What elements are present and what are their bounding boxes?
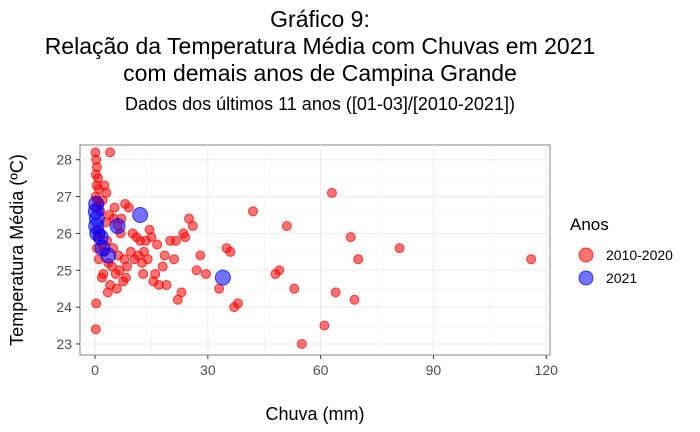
- legend-swatch: [578, 270, 594, 286]
- data-point-series-1: [187, 221, 198, 232]
- data-point-series-1: [122, 261, 132, 272]
- data-point-series-2: [109, 218, 126, 235]
- data-point-series-1: [161, 280, 172, 290]
- legend: Anos 2010-2020 2021: [570, 215, 673, 286]
- x-tick-label: 90: [426, 362, 442, 378]
- chart-title-line-2: Relação da Temperatura Média com Chuvas …: [44, 33, 596, 59]
- legend-label: 2021: [606, 270, 637, 286]
- data-point-series-1: [225, 246, 236, 257]
- data-point-series-1: [274, 265, 285, 276]
- y-tick-label: 25: [56, 262, 72, 278]
- chart-title-line-3: com demais anos de Campina Grande: [123, 60, 517, 86]
- data-point-series-1: [91, 298, 102, 309]
- data-point-series-1: [144, 224, 155, 235]
- data-point-series-1: [232, 298, 243, 309]
- y-tick-label: 24: [56, 299, 72, 315]
- data-point-series-1: [90, 324, 101, 335]
- y-tick-label: 27: [56, 189, 72, 205]
- data-point-series-1: [111, 283, 122, 294]
- data-point-series-1: [526, 254, 537, 265]
- x-axis-title: Chuva (mm): [265, 404, 364, 424]
- legend-swatch: [578, 247, 594, 263]
- grid-minor: [80, 145, 550, 355]
- legend-label: 2010-2020: [606, 247, 673, 263]
- chart-title: Gráfico 9: Relação da Temperatura Média …: [0, 6, 640, 87]
- data-point-series-1: [138, 268, 149, 279]
- x-tick-label: 30: [200, 362, 216, 378]
- data-point-series-1: [102, 287, 113, 298]
- data-point-series-1: [195, 250, 206, 261]
- data-point-series-1: [326, 187, 337, 198]
- data-point-series-1: [247, 206, 258, 217]
- data-point-series-1: [105, 147, 116, 158]
- data-point-series-1: [178, 228, 189, 239]
- legend-title: Anos: [570, 215, 609, 234]
- data-point-series-2: [100, 247, 117, 264]
- data-point-series-1: [152, 239, 163, 250]
- data-point-series-1: [289, 283, 300, 294]
- data-point-series-1: [176, 287, 187, 298]
- data-point-series-1: [191, 265, 202, 276]
- chart-subtitle: Dados dos últimos 11 anos ([01-03]/[2010…: [125, 94, 515, 114]
- data-point-series-1: [140, 235, 151, 246]
- y-tick-label: 26: [56, 225, 72, 241]
- data-point-series-2: [214, 269, 231, 286]
- data-point-series-1: [394, 243, 405, 254]
- data-point-series-1: [330, 287, 341, 298]
- y-tick-label: 28: [56, 152, 72, 168]
- data-point-series-1: [349, 294, 360, 305]
- data-point-series-1: [137, 257, 148, 268]
- data-points: [87, 147, 537, 349]
- data-point-series-1: [296, 338, 307, 349]
- data-point-series-1: [109, 202, 120, 213]
- x-tick-label: 60: [313, 362, 329, 378]
- x-axis-ticks: 0 30 60 90 120: [91, 355, 558, 378]
- data-point-series-1: [120, 272, 131, 283]
- x-tick-label: 120: [535, 362, 559, 378]
- data-point-series-1: [170, 235, 181, 246]
- y-axis-title: Temperatura Média (ºC): [7, 154, 27, 346]
- data-point-series-1: [123, 202, 134, 213]
- grid-major: [80, 145, 550, 355]
- data-point-series-1: [169, 254, 179, 265]
- data-point-series-1: [148, 276, 159, 287]
- data-point-series-2: [132, 207, 149, 223]
- data-point-series-1: [319, 320, 330, 331]
- data-point-series-1: [200, 268, 211, 279]
- data-point-series-1: [98, 268, 109, 279]
- y-tick-label: 23: [56, 336, 72, 352]
- chart-title-line-1: Gráfico 9:: [270, 6, 370, 32]
- data-point-series-1: [157, 261, 168, 272]
- data-point-series-1: [345, 232, 356, 243]
- plot-panel: [79, 144, 551, 356]
- data-point-series-1: [159, 250, 170, 261]
- data-point-series-1: [104, 210, 115, 220]
- data-point-series-1: [353, 254, 364, 265]
- data-point-series-1: [281, 221, 292, 232]
- y-axis-ticks: 23 24 25 26 27 28: [56, 152, 80, 352]
- x-tick-label: 0: [91, 362, 99, 378]
- legend-items: 2010-2020 2021: [578, 247, 673, 286]
